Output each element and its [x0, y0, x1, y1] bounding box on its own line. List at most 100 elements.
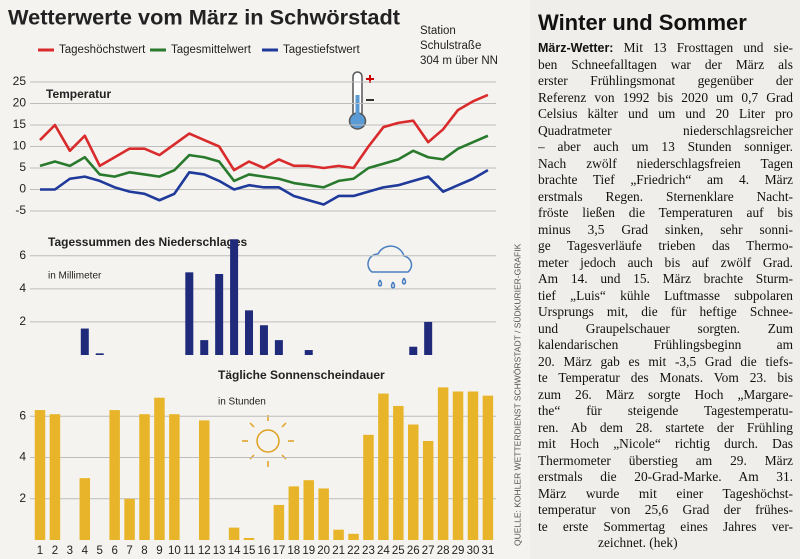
- article-body: März-Wetter: Mit 13 Frosttagen und sie-b…: [538, 40, 793, 552]
- x-tick-label: 22: [347, 545, 360, 557]
- x-tick-label: 27: [422, 545, 435, 557]
- bar: [333, 529, 344, 540]
- article-lead: März-Wetter:: [538, 41, 614, 55]
- chart-graphic: Wetterwerte vom März in Schwörstadt Stat…: [8, 6, 523, 558]
- temperature-line: [39, 93, 489, 172]
- legend-label: Tageshöchstwert: [59, 44, 146, 56]
- article-line: Nach zwölf niederschlagsfreien Tagen: [538, 155, 793, 171]
- source-note: QUELLE: KOHLER WETTERDIENST SCHWÖRSTADT …: [512, 243, 522, 546]
- x-tick-label: 30: [467, 545, 480, 557]
- article-line: te erste Sommertag eines Jahres ver-: [538, 518, 793, 534]
- article-line: the“ für steigende Tagestemperatu-: [538, 403, 793, 418]
- article-line: te Temperatur des Monats. Vom 23. bis: [538, 370, 793, 385]
- x-tick-label: 7: [126, 545, 132, 557]
- bar: [363, 434, 374, 540]
- chart-subtitle: in Millimeter: [48, 271, 102, 282]
- bar: [288, 486, 300, 540]
- legend-label: Tagesmittelwert: [171, 44, 252, 56]
- bar: [154, 397, 165, 540]
- bar: [228, 527, 240, 540]
- bar: [49, 414, 61, 540]
- bar: [437, 387, 449, 540]
- bar: [452, 391, 464, 540]
- chart-title: Tagessummen des Niederschlages: [48, 235, 248, 249]
- article-line: erstmals Regen. Sternenklare Nacht-: [538, 188, 793, 204]
- article-line: ren. Ab dem 28. startete der Frühling: [538, 419, 793, 435]
- bar: [198, 420, 210, 540]
- article-line: Referenz von 1992 bis 2020 um 0,7 Grad: [538, 89, 793, 105]
- x-tick-label: 20: [317, 545, 330, 557]
- bar: [139, 414, 150, 540]
- bar: [215, 273, 224, 355]
- x-tick-label: 2: [52, 545, 58, 557]
- x-tick-label: 14: [228, 545, 241, 557]
- x-tick-label: 24: [377, 545, 390, 557]
- bar: [169, 414, 180, 540]
- y-tick-label: 25: [13, 74, 27, 88]
- x-tick-label: 12: [198, 545, 211, 557]
- bar: [80, 328, 89, 355]
- bar: [34, 410, 46, 540]
- article-line: ben Schneefalltagen war der März als: [538, 56, 793, 72]
- y-tick-label: 6: [19, 248, 26, 262]
- station-line: Station: [420, 25, 456, 37]
- x-tick-label: 18: [287, 545, 300, 557]
- y-tick-label: 10: [13, 139, 27, 153]
- y-tick-label: 6: [19, 408, 26, 422]
- y-tick-label: 5: [19, 160, 26, 174]
- x-tick-label: 5: [97, 545, 103, 557]
- article-line: Celsius kälter und um und 20 Liter pro: [538, 106, 793, 121]
- article-line: ge Tagesverläufe trieben das Thermo-: [538, 238, 793, 253]
- article-text: Mit 13 Frosttagen und sie-: [613, 40, 793, 55]
- x-tick-label: 19: [302, 545, 315, 557]
- chart-title: Temperatur: [46, 87, 111, 101]
- article-line: Thermometer überstieg am 29. März: [538, 452, 793, 468]
- x-tick-label: 31: [482, 545, 495, 557]
- graphic-title: Wetterwerte vom März in Schwörstadt: [8, 7, 400, 30]
- article-line: – aber auch um 13 Stunden sonniger.: [538, 139, 793, 154]
- bar: [318, 488, 329, 540]
- x-tick-label: 29: [452, 545, 465, 557]
- x-tick-label: 23: [362, 545, 375, 557]
- article-line: minus 3,5 Grad sinken, sehr sonni-: [538, 221, 793, 237]
- bar: [304, 350, 313, 355]
- bar: [124, 498, 135, 540]
- article-line: meter jedoch auch bis auf zwölf Grad.: [538, 254, 793, 270]
- bar: [393, 405, 404, 540]
- article: Winter und Sommer März-Wetter: Mit 13 Fr…: [538, 0, 793, 559]
- x-tick-label: 9: [156, 545, 162, 557]
- bar: [230, 239, 239, 355]
- rain-cloud-icon: [367, 245, 413, 289]
- article-line: erstmals die 20-Grad-Marke. Am 31.: [538, 469, 793, 484]
- x-tick-label: 16: [258, 545, 271, 557]
- bar: [109, 410, 120, 540]
- article-line: zeichnet. (hek): [598, 535, 678, 550]
- x-tick-label: 10: [168, 545, 181, 557]
- article-line: Ursprungs mit, die für heftige Schnee-: [538, 304, 793, 319]
- article-line: und Graupelschauer sorgten. Zum: [538, 320, 793, 336]
- station-line: Schulstraße: [420, 40, 481, 52]
- x-tick-label: 28: [437, 545, 450, 557]
- bar: [273, 504, 285, 540]
- bar: [422, 441, 434, 540]
- article-line: tief „Luis“ kühle Luftmasse subpolaren: [538, 287, 793, 303]
- article-line: Quadratmeter niederschlagsreicher: [538, 122, 793, 138]
- x-tick-label: 21: [332, 545, 345, 557]
- article-line: März-Wetter: Mit 13 Frosttagen und sie-: [538, 40, 793, 57]
- article-line: 20. März gab es mit -3,5 Grad die tiefs-: [538, 353, 793, 369]
- x-tick-label: 13: [213, 545, 226, 557]
- bar: [482, 395, 494, 540]
- y-tick-label: 2: [19, 314, 26, 328]
- article-title: Winter und Sommer: [538, 10, 747, 35]
- temperature-line: [40, 169, 489, 206]
- x-tick-label: 11: [183, 545, 195, 557]
- y-tick-label: -5: [15, 203, 26, 217]
- y-tick-label: 15: [13, 117, 27, 131]
- bar: [200, 340, 209, 355]
- article-line: Am 14. und 15. März brachte Sturm-: [538, 271, 793, 286]
- article-line: fröste ließen die Temperaturen auf bis: [538, 205, 793, 220]
- x-tick-label: 25: [392, 545, 405, 557]
- y-tick-label: 20: [13, 96, 27, 110]
- article-line: mit Hoch „Nicole“ richtig durch. Das: [538, 436, 793, 451]
- chart-subtitle: in Stunden: [218, 397, 266, 408]
